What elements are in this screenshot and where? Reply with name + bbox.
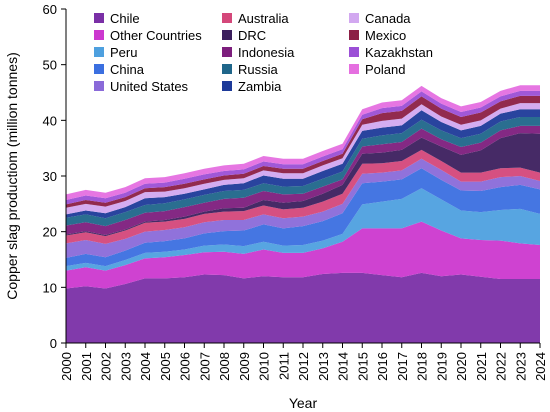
legend-swatch [222,30,232,40]
area-layers [66,85,540,343]
legend-label: Mexico [365,28,406,43]
x-tick-label: 2022 [494,352,509,381]
x-tick-label: 2019 [434,352,449,381]
legend-item-indonesia: Indonesia [222,45,295,60]
x-tick-label: 2008 [217,352,232,381]
area-series-australia [66,149,540,244]
legend-swatch [94,13,104,23]
x-tick-label: 2009 [237,352,252,381]
legend-label: Indonesia [238,45,295,60]
x-tick-label: 2000 [59,352,74,381]
area-series-canada [66,103,540,215]
legend-label: Kazakhstan [365,45,433,60]
legend-swatch [349,47,359,57]
y-tick-label: 10 [43,280,57,295]
x-tick-label: 2020 [454,352,469,381]
area-series-mexico [66,95,540,208]
area-series-united-states [66,158,540,258]
x-axis-title: Year [289,395,318,411]
x-tick-label: 2011 [276,352,291,380]
legend-item-drc: DRC [222,28,266,43]
x-tick-label: 2021 [474,352,489,381]
area-series-drc [66,133,540,237]
legend-swatch [222,81,232,91]
legend-item-kazakhstan: Kazakhstan [349,45,433,60]
area-series-kazakhstan [66,90,540,205]
legend-swatch [222,13,232,23]
legend-item-zambia: Zambia [222,79,282,94]
legend-label: Canada [365,11,411,26]
legend-item-russia: Russia [222,62,279,77]
area-series-chile [66,272,540,343]
legend-item-peru: Peru [94,45,137,60]
y-axis-title: Copper slag productiom (million tonnes) [4,52,20,299]
x-tick-label: 2002 [99,352,114,381]
area-series-indonesia [66,125,540,236]
x-tick-label: 2001 [79,352,94,381]
area-series-poland [66,85,540,200]
x-tick-label: 2023 [513,352,528,381]
legend-swatch [94,81,104,91]
x-tick-label: 2010 [257,352,272,381]
legend-label: Russia [238,62,279,77]
x-tick-label: 2015 [355,352,370,381]
legend-label: DRC [238,28,266,43]
axes: 0 10 20 30 40 50 60 2000 2001 2002 2003 2004 2005 200… [43,2,548,381]
y-tick-label: 50 [43,58,57,73]
area-series-russia [66,116,540,227]
x-tick-label: 2006 [178,352,193,381]
legend-swatch [94,47,104,57]
x-tick-label: 2024 [533,352,548,381]
legend-swatch [94,30,104,40]
legend-swatch [94,64,104,74]
legend-swatch [222,64,232,74]
x-tick-label: 2017 [395,352,410,381]
x-tick-label: 2004 [138,352,153,381]
y-tick-label: 60 [43,2,57,17]
area-series-other-countries [66,221,540,289]
x-tick-label: 2014 [336,352,351,381]
legend-swatch [349,64,359,74]
legend-item-chile: Chile [94,11,140,26]
legend: Chile Other Countries Peru China United Stat… [94,11,433,94]
y-tick-label: 20 [43,225,57,240]
legend-label: United States [110,79,189,94]
legend-label: Chile [110,11,140,26]
legend-label: Other Countries [110,28,202,43]
x-tick-label: 2016 [375,352,390,381]
y-tick-label: 30 [43,169,57,184]
legend-item-china: China [94,62,145,77]
legend-item-poland: Poland [349,62,405,77]
legend-item-united-states: United States [94,79,189,94]
legend-item-canada: Canada [349,11,411,26]
x-tick-label: 2013 [316,352,331,381]
area-series-peru [66,188,540,271]
legend-item-other-countries: Other Countries [94,28,202,43]
legend-item-australia: Australia [222,11,289,26]
legend-label: Peru [110,45,137,60]
y-tick-label: 0 [50,336,57,351]
area-series-zambia [66,109,540,219]
x-tick-label: 2012 [296,352,311,381]
legend-swatch [349,13,359,23]
area-series-china [66,168,540,267]
legend-item-mexico: Mexico [349,28,406,43]
legend-label: Australia [238,11,289,26]
x-tick-label: 2005 [158,352,173,381]
legend-swatch [349,30,359,40]
legend-label: Zambia [238,79,282,94]
x-tick-label: 2007 [197,352,212,381]
y-tick-label: 40 [43,113,57,128]
x-tick-label: 2003 [118,352,133,381]
x-tick-label: 2018 [415,352,430,381]
legend-label: China [110,62,145,77]
legend-swatch [222,47,232,57]
legend-label: Poland [365,62,405,77]
